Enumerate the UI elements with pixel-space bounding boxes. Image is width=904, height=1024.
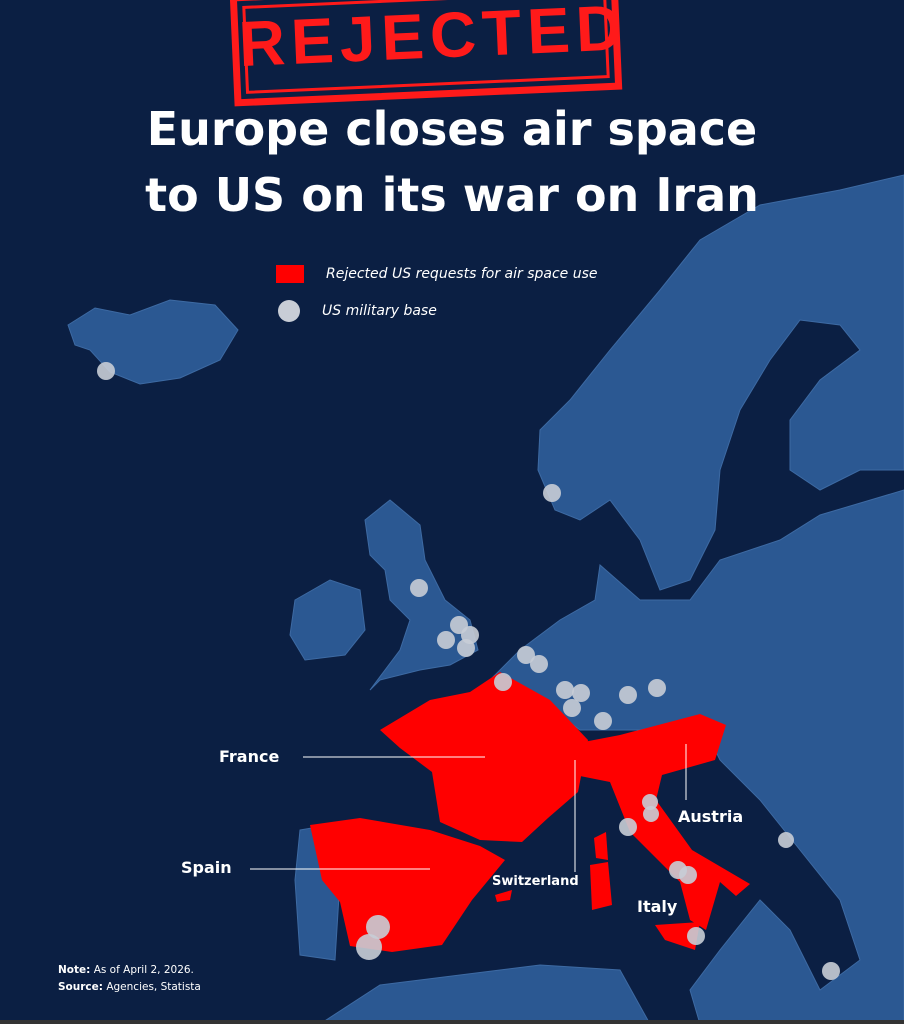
us-military-base-marker xyxy=(517,646,535,664)
sardinia xyxy=(590,862,612,910)
us-military-base-marker xyxy=(410,579,428,597)
us-military-base-marker xyxy=(619,818,637,836)
country-italy-switzerland-austria xyxy=(568,714,750,930)
us-military-base-marker xyxy=(530,655,548,673)
us-military-base-marker xyxy=(366,915,390,939)
label-austria: Austria xyxy=(678,807,744,826)
us-military-base-marker xyxy=(563,699,581,717)
us-military-base-marker xyxy=(679,866,697,884)
us-military-base-marker xyxy=(687,927,705,945)
us-military-base-marker xyxy=(642,794,658,810)
label-spain: Spain xyxy=(181,858,232,877)
label-switzerland: Switzerland xyxy=(492,874,579,889)
us-military-base-marker xyxy=(97,362,115,380)
corsica xyxy=(594,832,608,860)
us-military-base-marker xyxy=(594,712,612,730)
ireland xyxy=(289,579,366,661)
bottom-bar xyxy=(0,1020,904,1024)
us-military-base-marker xyxy=(556,681,574,699)
us-military-base-marker xyxy=(643,806,659,822)
scandinavia xyxy=(537,174,904,591)
label-italy: Italy xyxy=(637,897,678,916)
north-africa xyxy=(319,964,651,1024)
us-military-base-marker xyxy=(356,934,382,960)
circle-icon xyxy=(278,300,300,322)
us-military-base-marker xyxy=(822,962,840,980)
iceland xyxy=(67,299,239,385)
us-military-base-marker xyxy=(648,679,666,697)
sicily xyxy=(655,922,700,950)
label-france: France xyxy=(219,747,280,766)
us-military-base-marker xyxy=(457,639,475,657)
country-spain xyxy=(310,818,505,952)
legend-item-rejected: Rejected US requests for air space use xyxy=(276,265,598,283)
note: Note: As of April 2, 2026. xyxy=(58,964,194,976)
rejected-stamp: REJECTED xyxy=(229,0,630,107)
us-military-base-marker xyxy=(494,673,512,691)
us-military-base-marker xyxy=(437,631,455,649)
us-military-base-marker xyxy=(543,484,561,502)
legend-item-base: US military base xyxy=(276,300,437,322)
source: Source: Agencies, Statista xyxy=(58,981,201,993)
us-military-base-marker xyxy=(778,832,794,848)
page-title: Europe closes air space to US on its war… xyxy=(145,102,759,222)
red-square-icon xyxy=(276,265,304,283)
us-military-base-marker xyxy=(572,684,590,702)
us-military-base-marker xyxy=(619,686,637,704)
balearics xyxy=(495,890,512,902)
leader-lines xyxy=(250,744,687,872)
